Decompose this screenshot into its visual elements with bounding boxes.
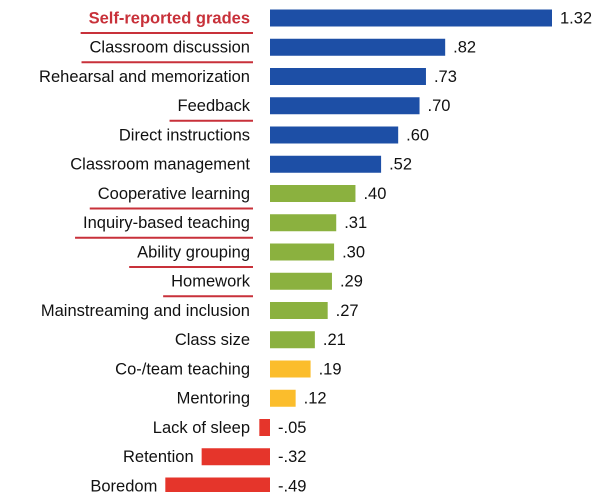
bar	[270, 214, 337, 232]
value-label: .30	[342, 243, 365, 261]
bar	[270, 38, 446, 56]
bar	[270, 272, 332, 290]
value-label: .21	[323, 331, 346, 349]
bar	[270, 126, 399, 144]
category-label: Classroom discussion	[90, 39, 250, 57]
category-label: Classroom management	[70, 156, 250, 174]
category-label: Retention	[123, 448, 194, 466]
category-label: Lack of sleep	[153, 419, 250, 437]
value-label: -.32	[278, 448, 306, 466]
value-label: .29	[340, 273, 363, 291]
category-label: Mainstreaming and inclusion	[41, 302, 250, 320]
value-label: .73	[434, 68, 457, 86]
value-label: .52	[389, 156, 412, 174]
value-label: -.05	[278, 419, 306, 437]
bar	[270, 68, 426, 85]
category-label: Direct instructions	[119, 126, 250, 144]
category-label: Boredom	[90, 477, 157, 492]
value-label: 1.32	[560, 9, 592, 27]
value-label: -.49	[278, 477, 306, 492]
bar	[270, 360, 311, 378]
category-label: Ability grouping	[137, 243, 250, 261]
value-label: .82	[453, 39, 476, 57]
category-label: Self-reported grades	[89, 9, 250, 27]
bar	[165, 477, 270, 492]
bar	[270, 243, 335, 261]
category-label: Inquiry-based teaching	[83, 214, 250, 232]
bar	[270, 155, 382, 173]
value-label: .31	[344, 214, 367, 232]
value-label: .40	[363, 185, 386, 203]
value-label: .70	[428, 97, 451, 115]
category-label: Class size	[175, 331, 250, 349]
value-label: .19	[319, 360, 342, 378]
bar	[270, 331, 315, 349]
category-label: Co-/team teaching	[115, 360, 250, 378]
bar	[270, 97, 420, 115]
bar	[270, 9, 552, 27]
category-label: Mentoring	[177, 390, 250, 408]
bar	[259, 419, 270, 436]
value-label: .27	[336, 302, 359, 320]
bar	[201, 448, 270, 466]
bar	[270, 389, 296, 407]
bar	[270, 302, 328, 319]
category-label: Feedback	[178, 97, 251, 115]
category-label: Rehearsal and memorization	[39, 68, 250, 86]
category-label: Cooperative learning	[98, 185, 250, 203]
value-label: .60	[406, 126, 429, 144]
value-label: .12	[304, 390, 327, 408]
bar	[270, 185, 356, 202]
category-label: Homework	[171, 273, 251, 291]
